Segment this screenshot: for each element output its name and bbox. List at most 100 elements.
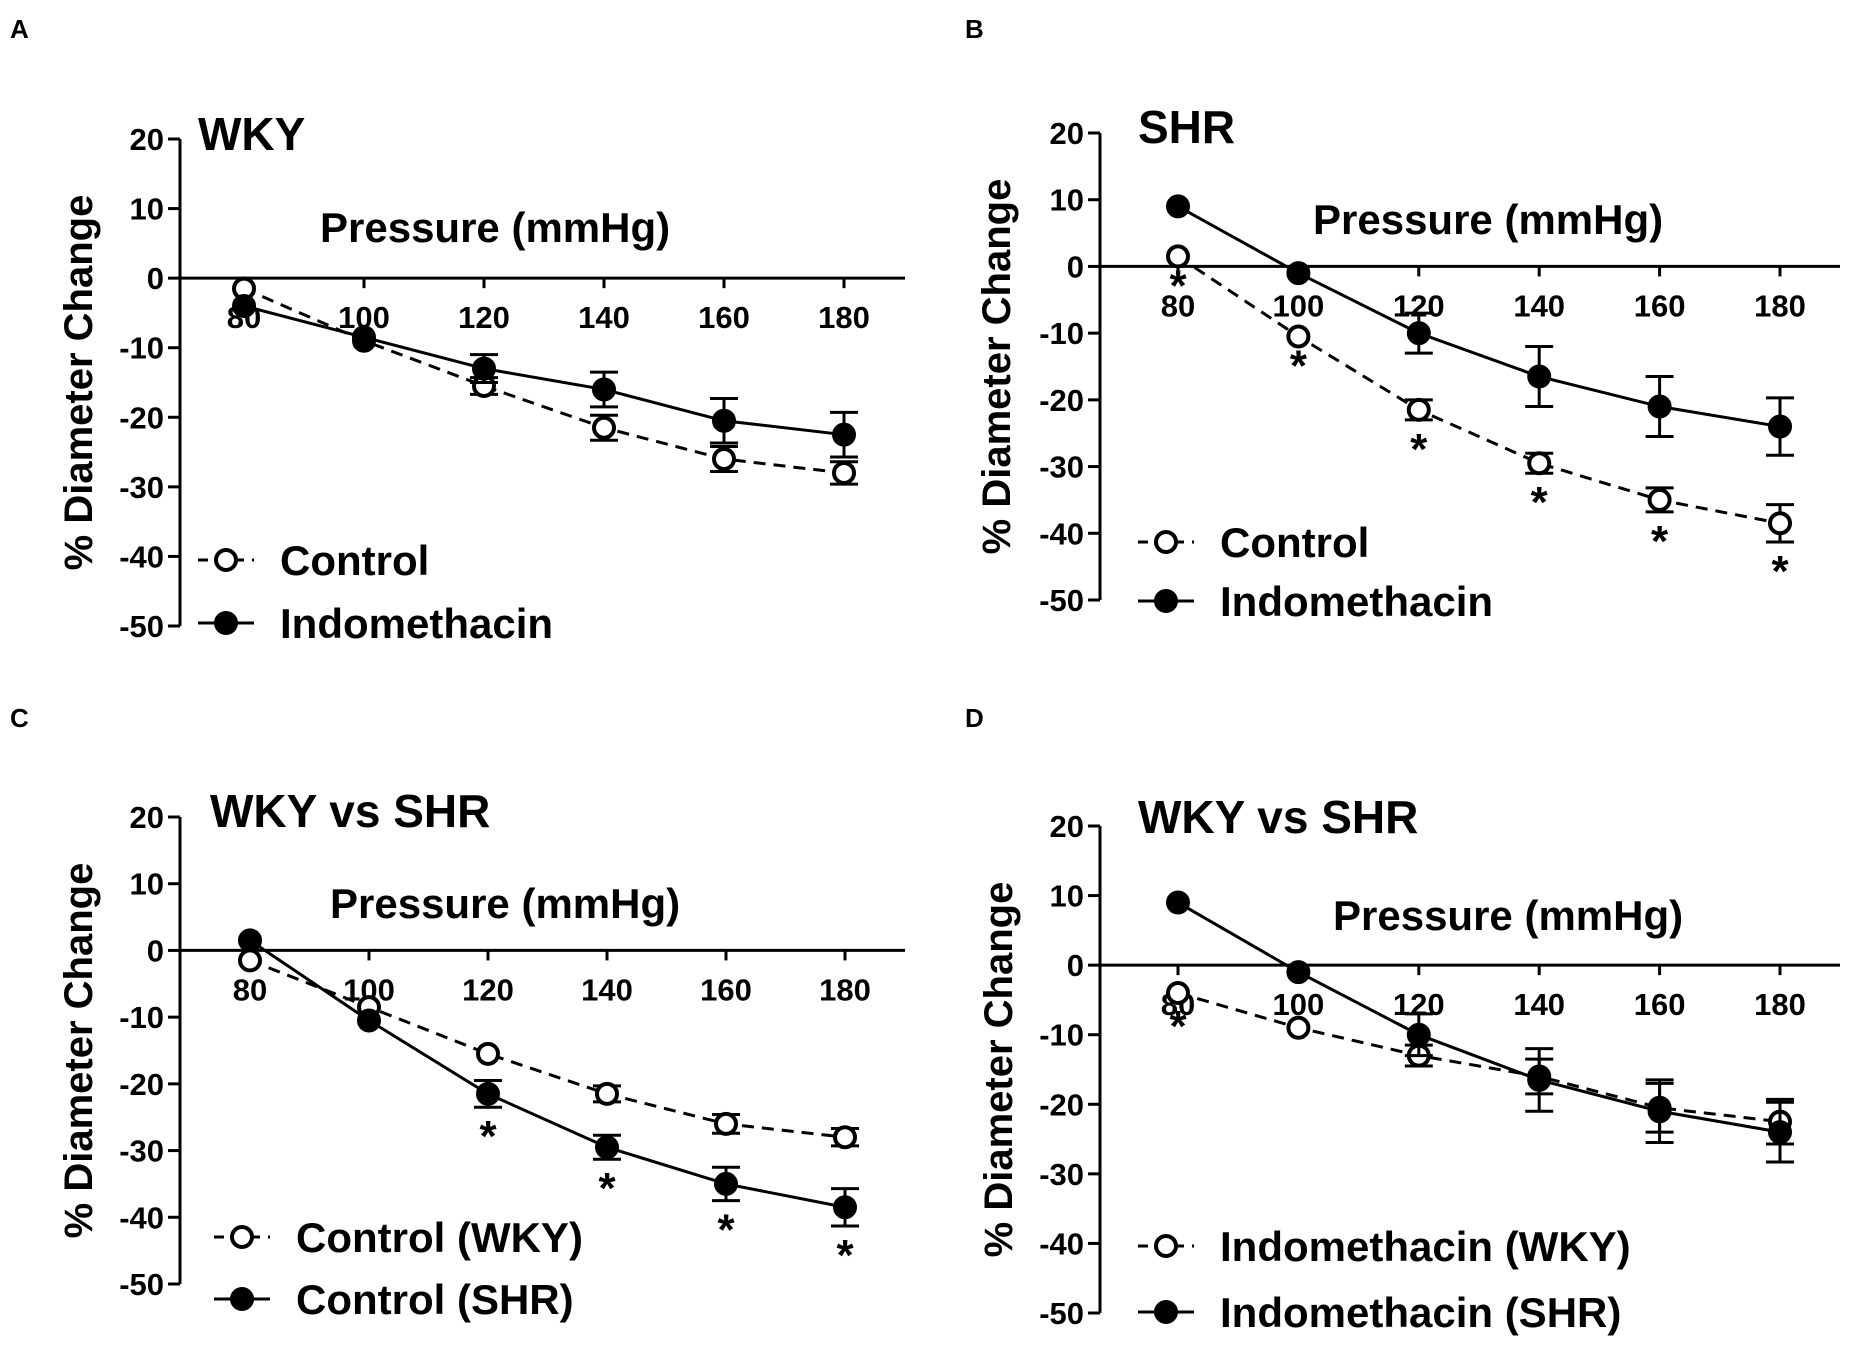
y-tick-label: 0: [1067, 249, 1084, 284]
significance-star: *: [1169, 1002, 1187, 1051]
filled-circle-marker: [472, 356, 496, 381]
panel-title: WKY: [198, 108, 305, 160]
filled-circle-marker: [1647, 394, 1672, 419]
filled-circle-marker: [712, 408, 736, 433]
filled-circle-marker: [238, 928, 262, 953]
y-tick-label: -30: [1039, 1157, 1084, 1192]
open-circle-marker: [1647, 487, 1672, 512]
open-circle-marker: [1286, 324, 1311, 349]
open-circle-marker: [595, 1081, 619, 1106]
open-circle-marker: [1166, 980, 1190, 1005]
x-tick-label: 120: [458, 300, 510, 335]
filled-circle-marker: [833, 1195, 857, 1220]
series-line: [243, 304, 845, 437]
open-circle-marker: [714, 1111, 738, 1136]
legend-item: Control: [1138, 519, 1369, 566]
filled-circle-marker: [1768, 414, 1792, 439]
series-line: [249, 939, 846, 1209]
x-tick-label: 80: [233, 972, 267, 1007]
significance-star: *: [717, 1206, 735, 1255]
y-axis-label: % Diameter Change: [977, 882, 1021, 1258]
series-line: [1177, 255, 1781, 525]
x-tick-label: 180: [1754, 987, 1806, 1022]
legend-label: Indomethacin: [1220, 578, 1493, 625]
significance-star: *: [1169, 261, 1187, 310]
y-axis-label: % Diameter Change: [975, 179, 1019, 555]
y-tick-label: -10: [1039, 316, 1084, 351]
series-filled: [1166, 890, 1794, 1164]
series-line: [1177, 205, 1781, 429]
panel-label: C: [10, 703, 29, 733]
open-circle-marker: [712, 447, 736, 472]
y-tick-label: -30: [119, 470, 164, 505]
x-tick-label: 180: [819, 972, 871, 1007]
y-tick-label: 10: [130, 192, 164, 227]
panel-title: SHR: [1138, 101, 1235, 153]
legend-label: Indomethacin (SHR): [1220, 1289, 1621, 1336]
x-tick-label: 140: [1513, 987, 1565, 1022]
x-tick-label: 160: [700, 972, 752, 1007]
y-tick-label: 20: [130, 122, 164, 157]
filled-circle-marker: [1527, 1067, 1552, 1092]
legend-open-circle-marker: [230, 1225, 254, 1249]
x-tick-label: 140: [581, 972, 633, 1007]
panel-a: A20100-10-20-30-40-5080100120140160180WK…: [10, 14, 905, 647]
series-line: [1177, 991, 1781, 1124]
significance-star: *: [1651, 517, 1669, 566]
open-circle-marker: [238, 948, 262, 973]
x-tick-label: 160: [1634, 987, 1686, 1022]
legend-item: Indomethacin: [1138, 578, 1493, 625]
legend-item: Control (WKY): [214, 1214, 583, 1261]
x-tick-label: 120: [462, 972, 514, 1007]
y-tick-label: -50: [1039, 583, 1084, 618]
x-tick-label: 180: [1754, 288, 1806, 323]
open-circle-marker: [833, 1125, 857, 1150]
series-filled: [1166, 194, 1794, 457]
filled-circle-marker: [476, 1081, 500, 1106]
open-circle-marker: [1527, 451, 1552, 476]
y-axis-label: % Diameter Change: [57, 195, 101, 571]
significance-star: *: [1410, 425, 1428, 474]
y-tick-label: -20: [119, 400, 164, 435]
y-tick-label: -40: [1039, 1226, 1084, 1261]
significance-star: *: [598, 1164, 616, 1213]
open-circle-marker: [476, 1041, 500, 1066]
filled-circle-marker: [352, 325, 376, 350]
y-tick-label: 10: [1050, 183, 1084, 218]
filled-circle-marker: [1406, 1022, 1431, 1047]
legend-label: Indomethacin: [280, 600, 553, 647]
x-tick-label: 160: [698, 300, 750, 335]
panel-d: D20100-10-20-30-40-5080100120140160180WK…: [965, 703, 1840, 1336]
y-tick-label: -10: [1039, 1018, 1084, 1053]
legend-label: Indomethacin (WKY): [1220, 1223, 1631, 1270]
y-tick-label: 20: [130, 800, 164, 835]
y-tick-label: 20: [1050, 116, 1084, 151]
y-tick-label: -30: [119, 1134, 164, 1169]
y-tick-label: -10: [119, 1000, 164, 1035]
y-tick-label: -50: [119, 609, 164, 644]
series-filled: [232, 293, 858, 459]
open-circle-marker: [592, 415, 616, 440]
filled-circle-marker: [1527, 364, 1552, 389]
significance-star: *: [479, 1112, 497, 1161]
y-tick-label: 10: [130, 867, 164, 902]
legend-item: Indomethacin (SHR): [1138, 1289, 1621, 1336]
series-open: [232, 276, 858, 486]
filled-circle-marker: [357, 1008, 381, 1033]
open-circle-marker: [1286, 1015, 1311, 1040]
legend-label: Control: [280, 537, 429, 584]
open-circle-marker: [1406, 397, 1431, 422]
legend-open-circle-marker: [1154, 1234, 1178, 1258]
x-axis-label: Pressure (mmHg): [1313, 196, 1663, 243]
x-tick-label: 140: [578, 300, 630, 335]
filled-circle-marker: [1166, 890, 1190, 915]
filled-circle-marker: [592, 377, 616, 402]
y-tick-label: -30: [1039, 450, 1084, 485]
legend-filled-circle-marker: [214, 611, 238, 635]
panel-title: WKY vs SHR: [210, 785, 490, 837]
significance-star: *: [1771, 547, 1789, 596]
x-tick-label: 100: [1273, 288, 1325, 323]
x-tick-label: 80: [1161, 288, 1195, 323]
series-line: [249, 959, 846, 1139]
